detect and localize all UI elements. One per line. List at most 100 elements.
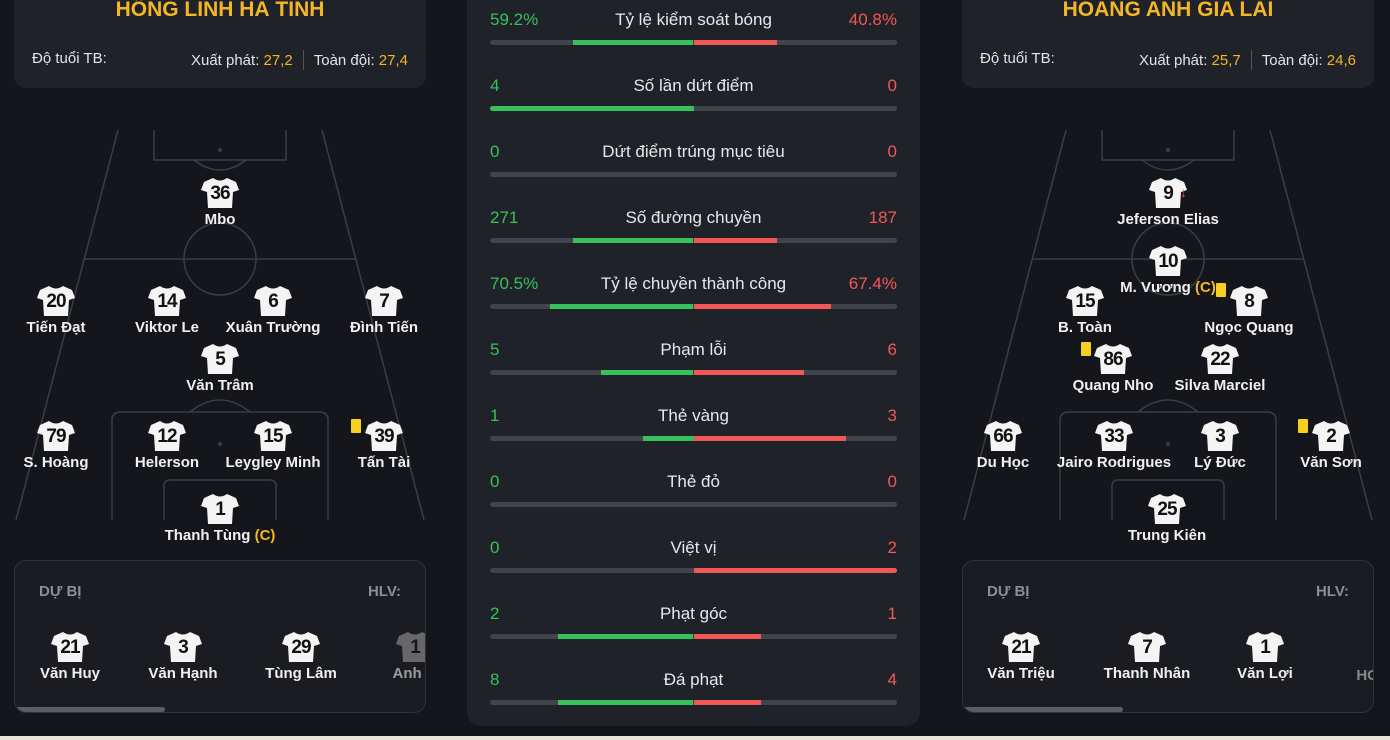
stat-home-value: 1 (490, 406, 500, 425)
player-name: Anh Q (392, 665, 426, 682)
jersey-icon: 21 (1002, 631, 1040, 663)
stat-bar-home-fill (600, 370, 694, 375)
home-team-name[interactable]: HỒNG LĨNH HÀ TĨNH (115, 0, 325, 21)
player-card[interactable]: 86 Quang Nho (1053, 343, 1173, 394)
away-team-panel: HOÀNG ANH GIA LAI Độ tuổi TB: Xuất phát:… (962, 0, 1374, 740)
page-bottom-strip (0, 736, 1390, 740)
home-avg-age-values: Xuất phát: 27,2 Toàn đội: 27,4 (191, 50, 408, 70)
stat-home-value: 0 (490, 472, 500, 491)
stat-bar-track (490, 634, 897, 639)
jersey-icon: 15 (254, 420, 292, 452)
coach-label: HLV: (1315, 583, 1349, 600)
jersey-icon: 12 (148, 420, 186, 452)
stat-away-value: 0 (887, 76, 897, 95)
bench-player-card[interactable]: HOÀ (1313, 665, 1373, 684)
player-card[interactable]: 39 Tấn Tài (324, 420, 444, 471)
stat-home-value: 271 (490, 208, 519, 227)
bench-player-card[interactable]: 1 Văn Lợi (1205, 631, 1325, 682)
yellow-card-icon (351, 419, 361, 433)
jersey-icon: 25 (1148, 493, 1186, 525)
divider (302, 50, 304, 70)
player-name: Jairo Rodrigues (1056, 454, 1172, 471)
player-name: Mbo (204, 211, 236, 228)
player-card[interactable]: 5 Văn Trâm (160, 343, 280, 394)
stat-away-value: 4 (887, 670, 897, 689)
player-card[interactable]: 33 Jairo Rodrigues (1054, 420, 1174, 471)
away-team-name[interactable]: HOÀNG ANH GIA LAI (1062, 0, 1274, 21)
stat-label: Phạt góc (659, 604, 728, 623)
bench-scrollbar[interactable] (15, 707, 165, 712)
player-card[interactable]: 22 Silva Marciel (1160, 343, 1280, 394)
player-card[interactable]: 66 Du Học (943, 420, 1063, 471)
stat-away-value: 3 (887, 406, 897, 425)
home-pitch: 36 Mbo 20 Tiến Đạt 14 Viktor Le 6 Xuân T… (14, 120, 426, 560)
player-card[interactable]: 9 Jeferson Elias (1108, 177, 1228, 228)
player-name: HOÀ (1356, 667, 1373, 684)
bench-title: DỰ BỊ (39, 583, 82, 600)
player-card[interactable]: 3 Lý Đức (1160, 420, 1280, 471)
stat-away-value: 2 (887, 538, 897, 557)
stat-row: 2 Phạt góc 1 (490, 598, 897, 664)
jersey-icon: 1 (1246, 631, 1284, 663)
stat-row: 0 Dứt điểm trúng mục tiêu 0 (490, 136, 897, 202)
stat-bar-away-fill (693, 370, 805, 375)
bench-player-card[interactable]: 21 Văn Huy (15, 631, 130, 682)
stat-home-value: 59.2% (490, 10, 539, 29)
player-card[interactable]: 79 S. Hoàng (0, 420, 116, 471)
stat-label: Phạm lỗi (660, 340, 727, 359)
jersey-icon: 3 (1201, 420, 1239, 452)
away-team-header: HOÀNG ANH GIA LAI Độ tuổi TB: Xuất phát:… (962, 0, 1374, 88)
player-name-text: M. Vương (1120, 279, 1191, 296)
stat-away-value: 6 (887, 340, 897, 359)
player-card[interactable]: 1 Thanh Tùng (C) (160, 493, 280, 544)
stat-row: 271 Số đường chuyền 187 (490, 202, 897, 268)
jersey-icon: 14 (148, 285, 186, 317)
bench-player-card[interactable]: 7 Thanh Nhân (1087, 631, 1207, 682)
stat-home-value: 5 (490, 340, 500, 359)
stat-bar-away-fill (693, 568, 897, 573)
home-team-header: HỒNG LĨNH HÀ TĨNH Độ tuổi TB: Xuất phát:… (14, 0, 426, 88)
player-name: Trung Kiên (1127, 527, 1207, 544)
stat-label: Dứt điểm trúng mục tiêu (602, 142, 785, 161)
jersey-icon: 36 (201, 177, 239, 209)
jersey-icon: 79 (37, 420, 75, 452)
jersey-icon: 8 (1230, 285, 1268, 317)
bench-title: DỰ BỊ (987, 583, 1030, 600)
player-name: Xuân Trường (225, 319, 321, 336)
stat-bar-track (490, 106, 897, 111)
stat-bar-track (490, 502, 897, 507)
player-card[interactable]: 14 Viktor Le (107, 285, 227, 336)
player-card[interactable]: 36 Mbo (160, 177, 280, 228)
player-card[interactable]: 7 Đình Tiến (324, 285, 444, 336)
bench-player-card[interactable]: 21 Văn Triệu (963, 631, 1081, 682)
player-card[interactable]: 12 Helerson (107, 420, 227, 471)
bench-player-card[interactable]: 1 Anh Q (355, 631, 426, 682)
bench-scrollbar[interactable] (963, 707, 1123, 712)
player-card[interactable]: 2 Văn Sơn (1271, 420, 1390, 471)
bench-player-card[interactable]: 29 Tùng Lâm (241, 631, 361, 682)
bench-player-card[interactable]: 3 Văn Hạnh (123, 631, 243, 682)
stat-row: 8 Đá phạt 4 (490, 664, 897, 730)
player-card[interactable]: 6 Xuân Trường (213, 285, 333, 336)
player-card[interactable]: 15 B. Toàn (1025, 285, 1145, 336)
stat-home-value: 0 (490, 142, 500, 161)
stat-bar-track (490, 40, 897, 45)
stat-label: Thẻ vàng (658, 406, 729, 425)
stat-row: 70.5% Tỷ lệ chuyền thành công 67.4% (490, 268, 897, 334)
player-card[interactable]: 8 Ngọc Quang (1189, 285, 1309, 336)
stat-label: Tỷ lệ kiểm soát bóng (615, 10, 772, 29)
jersey-icon: 15 (1066, 285, 1104, 317)
stat-label: Đá phạt (663, 670, 724, 689)
player-name: Văn Lợi (1237, 665, 1293, 682)
home-start-label: Xuất phát: (190, 51, 260, 69)
jersey-icon: 7 (1128, 631, 1166, 663)
home-squad-value: 27,4 (378, 51, 408, 69)
player-card[interactable]: 20 Tiến Đạt (0, 285, 116, 336)
away-avg-age-label: Độ tuổi TB: (980, 50, 1055, 67)
player-card[interactable]: 10 M. Vương (C) (1108, 245, 1228, 296)
player-card[interactable]: 25 Trung Kiên (1107, 493, 1227, 544)
player-card[interactable]: 15 Leygley Minh (213, 420, 333, 471)
jersey-icon: 3 (164, 631, 202, 663)
stat-bar-track (490, 172, 897, 177)
stat-bar-track (490, 436, 897, 441)
